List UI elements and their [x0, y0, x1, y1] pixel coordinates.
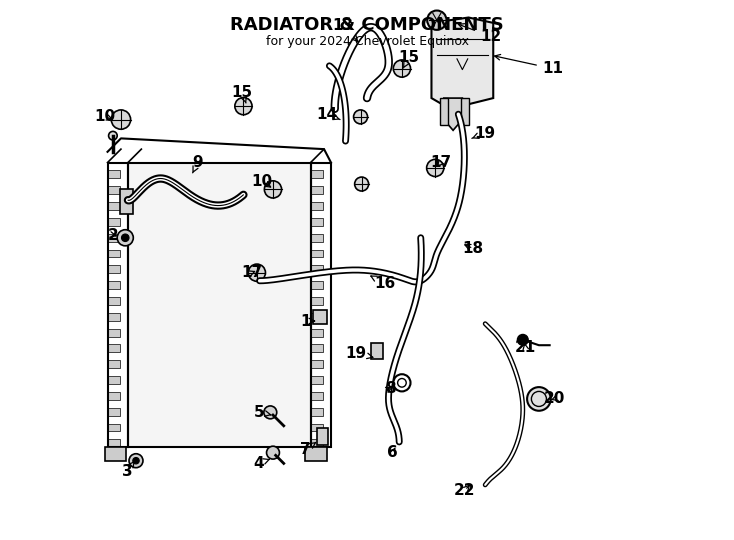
Bar	[310, 408, 323, 416]
Text: 8: 8	[385, 381, 396, 396]
Bar	[107, 345, 120, 353]
Circle shape	[117, 230, 134, 246]
Bar	[310, 218, 323, 226]
Text: 7: 7	[300, 442, 316, 457]
Bar	[371, 342, 383, 359]
Text: 19: 19	[472, 125, 495, 140]
Bar	[310, 297, 323, 305]
Bar	[310, 171, 323, 178]
Text: for your 2024 Chevrolet Equinox: for your 2024 Chevrolet Equinox	[266, 35, 468, 48]
Bar	[310, 329, 323, 336]
Bar	[310, 376, 323, 384]
Text: 12: 12	[459, 24, 501, 44]
Bar	[107, 186, 120, 194]
Text: 15: 15	[232, 85, 253, 103]
Bar	[107, 313, 120, 321]
Text: RADIATOR & COMPONENTS: RADIATOR & COMPONENTS	[230, 16, 504, 34]
Bar	[310, 265, 323, 273]
Bar	[310, 345, 323, 353]
Bar	[107, 281, 120, 289]
Polygon shape	[444, 98, 462, 130]
Circle shape	[264, 181, 282, 198]
Bar	[305, 447, 327, 461]
Text: 16: 16	[371, 276, 396, 291]
Circle shape	[264, 406, 277, 419]
Text: 17: 17	[241, 265, 262, 280]
Bar	[313, 310, 327, 323]
Text: 14: 14	[316, 107, 340, 122]
Bar	[461, 98, 469, 125]
Text: 18: 18	[463, 241, 484, 256]
Circle shape	[426, 159, 444, 177]
Circle shape	[354, 110, 368, 124]
Circle shape	[109, 131, 117, 140]
Bar	[107, 249, 120, 258]
Text: 3: 3	[122, 461, 134, 479]
Text: 11: 11	[495, 55, 563, 76]
Bar	[310, 440, 323, 447]
Bar	[310, 163, 331, 447]
Bar	[107, 234, 120, 241]
Bar	[107, 202, 120, 210]
Text: 2: 2	[107, 227, 118, 242]
Bar	[310, 360, 323, 368]
Text: 5: 5	[254, 405, 271, 420]
Bar	[107, 297, 120, 305]
Circle shape	[527, 387, 550, 411]
Text: 1: 1	[300, 314, 315, 328]
Text: 20: 20	[543, 392, 564, 407]
Bar	[107, 329, 120, 336]
Bar	[310, 281, 323, 289]
Bar	[107, 408, 120, 416]
Circle shape	[122, 234, 129, 241]
Text: 13: 13	[333, 18, 357, 42]
Text: 19: 19	[346, 346, 373, 361]
Bar	[310, 423, 323, 431]
Bar	[107, 218, 120, 226]
Circle shape	[129, 454, 143, 468]
Bar	[310, 313, 323, 321]
Text: 10: 10	[95, 110, 116, 124]
Text: 6: 6	[388, 445, 398, 460]
Text: 21: 21	[515, 340, 536, 355]
Circle shape	[248, 264, 266, 281]
Bar	[128, 163, 310, 447]
Circle shape	[427, 10, 446, 30]
Bar	[107, 423, 120, 431]
Bar	[310, 249, 323, 258]
Bar	[107, 376, 120, 384]
Text: 15: 15	[399, 50, 419, 68]
Bar	[105, 447, 126, 461]
Bar	[120, 190, 134, 214]
Bar	[310, 186, 323, 194]
Bar	[440, 98, 448, 125]
Bar	[107, 265, 120, 273]
Circle shape	[355, 177, 368, 191]
Circle shape	[393, 60, 410, 77]
Circle shape	[112, 110, 131, 129]
Bar	[107, 163, 128, 447]
Circle shape	[235, 98, 252, 114]
Text: 22: 22	[454, 483, 476, 498]
Text: 9: 9	[192, 155, 203, 173]
Bar	[310, 392, 323, 400]
Text: 10: 10	[252, 174, 273, 189]
Circle shape	[517, 334, 528, 345]
Bar	[107, 440, 120, 447]
Bar	[310, 202, 323, 210]
Bar	[107, 360, 120, 368]
Circle shape	[266, 446, 280, 459]
Circle shape	[133, 457, 139, 464]
Bar	[107, 392, 120, 400]
Bar	[107, 171, 120, 178]
Polygon shape	[432, 17, 493, 109]
Text: 17: 17	[430, 155, 451, 170]
Bar	[316, 428, 328, 444]
Text: 4: 4	[253, 456, 269, 471]
Bar	[310, 234, 323, 241]
